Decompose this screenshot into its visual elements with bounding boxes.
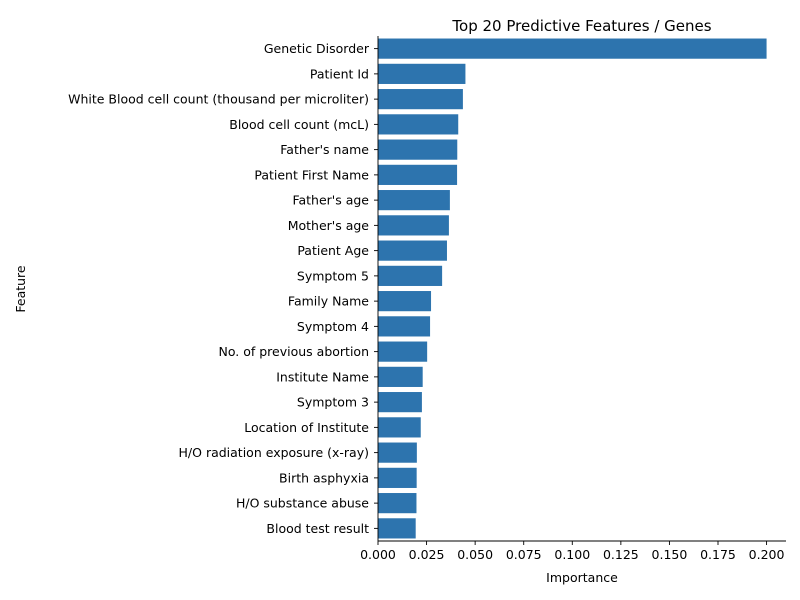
bar <box>378 366 423 387</box>
bar <box>378 139 458 160</box>
bar <box>378 215 449 236</box>
bar <box>378 493 417 514</box>
y-tick-label: No. of previous abortion <box>219 344 370 359</box>
x-tick-label: 0.175 <box>700 547 736 562</box>
y-tick-label: Mother's age <box>288 218 370 233</box>
y-tick-label: Patient First Name <box>254 167 369 182</box>
y-tick-label: White Blood cell count (thousand per mic… <box>68 92 369 107</box>
chart-title: Top 20 Predictive Features / Genes <box>451 17 711 35</box>
bar <box>378 164 458 185</box>
x-tick-label: 0.050 <box>457 547 493 562</box>
x-tick-label: 0.200 <box>749 547 785 562</box>
bar <box>378 291 432 312</box>
y-tick-label: Symptom 3 <box>297 395 369 410</box>
bar <box>378 265 443 286</box>
x-tick-label: 0.125 <box>603 547 639 562</box>
x-tick-label: 0.000 <box>360 547 396 562</box>
x-axis-label: Importance <box>546 570 618 585</box>
y-tick-label: Location of Institute <box>244 420 369 435</box>
bar <box>378 316 431 337</box>
x-tick-label: 0.100 <box>554 547 590 562</box>
y-tick-label: Institute Name <box>276 369 369 384</box>
bars-group <box>378 38 767 539</box>
x-tick-label: 0.025 <box>409 547 445 562</box>
y-tick-label: Patient Age <box>297 243 369 258</box>
y-tick-label: Blood test result <box>266 521 369 536</box>
y-tick-label: Symptom 5 <box>297 268 369 283</box>
y-tick-labels: Genetic Disorder Patient Id White Blood ce… <box>68 41 378 536</box>
bar <box>378 89 463 110</box>
y-tick-label: Father's age <box>292 193 369 208</box>
y-tick-label: Genetic Disorder <box>264 41 370 56</box>
y-tick-label: H/O radiation exposure (x-ray) <box>179 445 369 460</box>
y-tick-label: Father's name <box>280 142 369 157</box>
bar <box>378 240 447 261</box>
bar <box>378 63 466 84</box>
bar <box>378 417 421 438</box>
bar <box>378 190 450 211</box>
bar <box>378 38 767 59</box>
y-tick-label: Family Name <box>288 294 369 309</box>
x-ticks: 0.000 0.025 0.050 0.075 0.100 0.125 0.150 0.175… <box>360 541 785 562</box>
bar <box>378 392 422 413</box>
bar <box>378 114 459 135</box>
y-tick-label: H/O substance abuse <box>236 496 369 511</box>
x-tick-label: 0.150 <box>652 547 688 562</box>
bar <box>378 467 417 488</box>
bar <box>378 518 416 539</box>
y-tick-label: Symptom 4 <box>297 319 369 334</box>
y-tick-label: Birth asphyxia <box>279 470 369 485</box>
y-tick-label: Patient Id <box>310 66 369 81</box>
bar <box>378 442 417 463</box>
y-tick-label: Blood cell count (mcL) <box>229 117 369 132</box>
y-axis-label: Feature <box>13 265 28 313</box>
x-tick-label: 0.075 <box>506 547 542 562</box>
bar <box>378 341 428 362</box>
